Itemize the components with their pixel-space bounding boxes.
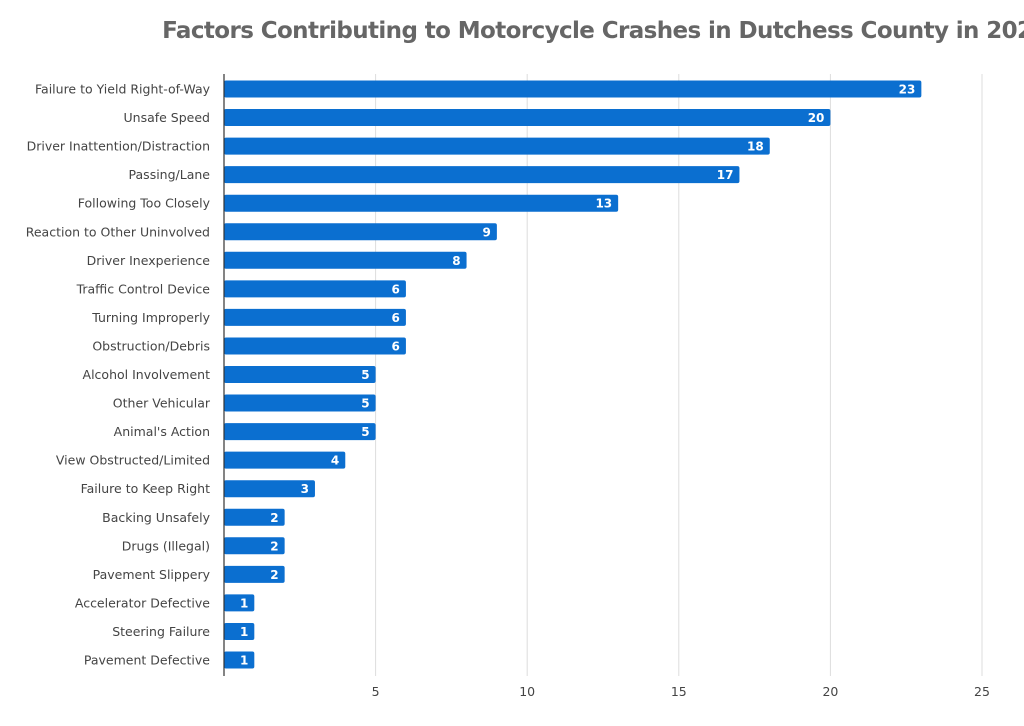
bar-9 [224, 337, 406, 355]
category-label-14: Failure to Keep Right [81, 481, 210, 496]
bars [224, 80, 922, 669]
category-label-13: View Obstructed/Limited [56, 453, 210, 468]
gridlines [375, 74, 983, 676]
bar-5 [224, 223, 497, 241]
value-label-10: 5 [361, 368, 369, 382]
bar-0 [224, 80, 922, 98]
x-tick-label-15: 15 [671, 684, 687, 699]
bar-17 [224, 565, 285, 583]
bar-11 [224, 394, 376, 412]
x-tick-label-20: 20 [822, 684, 838, 699]
category-label-12: Animal's Action [114, 424, 210, 439]
value-label-1: 20 [808, 111, 825, 125]
bar-15 [224, 508, 285, 526]
value-label-11: 5 [361, 397, 369, 411]
value-label-19: 1 [240, 625, 248, 639]
bar-2 [224, 137, 770, 155]
category-label-9: Obstruction/Debris [92, 338, 210, 353]
value-label-7: 6 [392, 282, 400, 296]
category-label-20: Pavement Defective [84, 653, 210, 668]
bar-19 [224, 622, 255, 640]
bar-1 [224, 109, 831, 127]
bar-4 [224, 194, 619, 212]
bar-7 [224, 280, 406, 298]
value-label-9: 6 [392, 339, 400, 353]
category-label-11: Other Vehicular [113, 396, 211, 411]
value-label-18: 1 [240, 596, 248, 610]
category-label-16: Drugs (Illegal) [122, 538, 210, 553]
bar-12 [224, 423, 376, 441]
x-tick-label-5: 5 [372, 684, 380, 699]
value-label-6: 8 [452, 254, 460, 268]
bar-3 [224, 166, 740, 184]
bar-14 [224, 480, 315, 498]
category-label-2: Driver Inattention/Distraction [27, 139, 210, 154]
category-label-17: Pavement Slippery [93, 567, 211, 582]
category-label-1: Unsafe Speed [124, 110, 211, 125]
bar-18 [224, 594, 255, 612]
category-label-10: Alcohol Involvement [83, 367, 211, 382]
category-label-0: Failure to Yield Right-of-Way [35, 82, 211, 97]
value-label-4: 13 [595, 197, 612, 211]
category-label-18: Accelerator Defective [75, 595, 210, 610]
bar-13 [224, 451, 346, 469]
category-label-3: Passing/Lane [129, 167, 211, 182]
x-tick-label-25: 25 [974, 684, 990, 699]
value-label-12: 5 [361, 425, 369, 439]
bar-6 [224, 251, 467, 269]
value-label-2: 18 [747, 140, 764, 154]
value-label-16: 2 [270, 539, 278, 553]
chart-title: Factors Contributing to Motorcycle Crash… [162, 18, 1024, 44]
value-label-13: 4 [331, 454, 339, 468]
category-label-5: Reaction to Other Uninvolved [26, 224, 210, 239]
bar-16 [224, 537, 285, 555]
value-label-0: 23 [899, 83, 916, 97]
category-label-6: Driver Inexperience [87, 253, 211, 268]
x-tick-label-10: 10 [519, 684, 535, 699]
category-label-8: Turning Improperly [91, 310, 210, 325]
value-label-15: 2 [270, 511, 278, 525]
value-label-3: 17 [717, 168, 734, 182]
value-label-8: 6 [392, 311, 400, 325]
category-label-7: Traffic Control Device [76, 281, 211, 296]
category-label-4: Following Too Closely [78, 196, 211, 211]
value-label-20: 1 [240, 654, 248, 668]
bar-20 [224, 651, 255, 669]
value-label-5: 9 [483, 225, 491, 239]
category-label-15: Backing Unsafely [102, 510, 210, 525]
category-label-19: Steering Failure [112, 624, 210, 639]
value-label-17: 2 [270, 568, 278, 582]
bar-10 [224, 366, 376, 383]
bar-8 [224, 308, 406, 326]
value-label-14: 3 [301, 482, 309, 496]
